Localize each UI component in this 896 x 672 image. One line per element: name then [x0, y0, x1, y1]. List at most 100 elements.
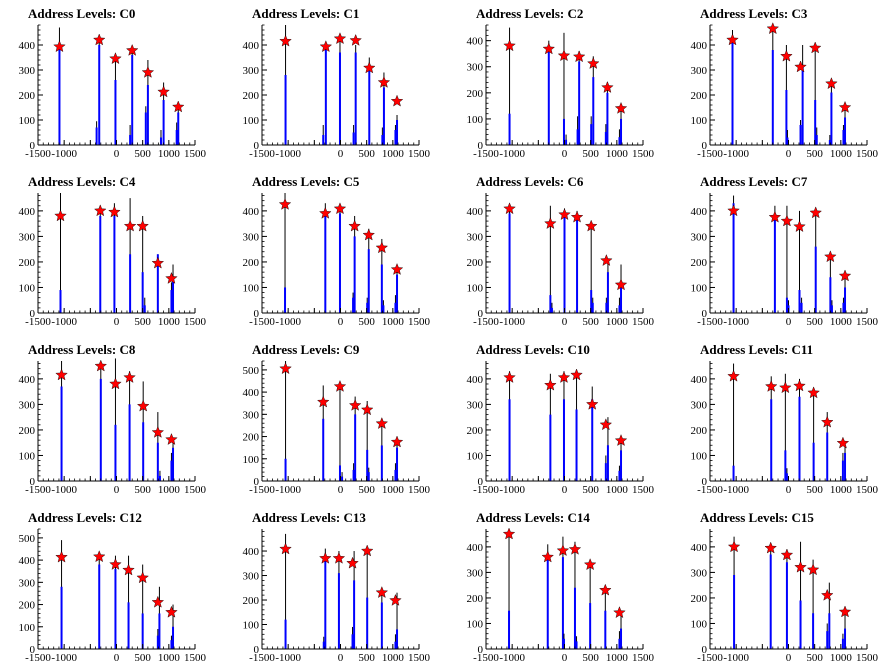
y-tick-label: 300 — [243, 409, 260, 421]
x-tick-label: 0 — [338, 652, 344, 664]
chart-panel: Address Levels: C3 0 100 200 300 400 -1500 -100… — [672, 0, 896, 168]
y-tick-label: 400 — [243, 40, 260, 52]
x-tick-label: -1000 — [275, 484, 301, 496]
chart-panel: Address Levels: C8 0 100 200 300 400 -1500 -100… — [0, 336, 224, 504]
chart-svg: 0 100 200 300 400 -1500 -1000 0 500 1000 1500 — [691, 193, 879, 328]
x-tick-label: 1000 — [830, 148, 853, 160]
star-marker — [360, 544, 374, 557]
y-tick-label: 300 — [19, 399, 36, 411]
chart-svg: 0 100 200 300 400 -1500 -1000 0 500 1000 1500 — [19, 193, 207, 328]
y-tick-label: 200 — [19, 425, 36, 437]
star-marker — [363, 61, 376, 74]
star-marker — [503, 39, 516, 52]
x-tick-label: 1500 — [632, 484, 655, 496]
x-tick-label: -1000 — [51, 316, 77, 328]
x-tick-label: 0 — [338, 316, 344, 328]
y-tick-label: 400 — [691, 542, 708, 554]
y-tick-label: 200 — [691, 257, 708, 269]
x-tick-label: -1500 — [697, 652, 723, 664]
x-tick-label: 1500 — [408, 316, 431, 328]
chart-svg: 0 100 200 300 400 -1500 -1000 0 500 1000 1500 — [467, 193, 655, 328]
star-marker — [319, 206, 332, 219]
star-marker — [123, 371, 136, 383]
star-marker — [820, 415, 834, 428]
chart-panel: Address Levels: C11 0 100 200 300 400 -1500 -10… — [672, 336, 896, 504]
y-tick-label: 400 — [243, 546, 260, 558]
y-tick-label: 100 — [19, 450, 36, 462]
star-marker — [584, 219, 598, 232]
star-marker — [586, 397, 599, 410]
x-tick-label: -1000 — [499, 652, 525, 664]
star-marker — [389, 593, 402, 606]
y-tick-label: 300 — [243, 231, 260, 243]
x-tick-label: -1000 — [723, 652, 749, 664]
x-tick-label: 0 — [114, 484, 120, 496]
star-marker — [55, 368, 68, 381]
x-tick-label: 0 — [562, 316, 568, 328]
chart-svg: 0 100 200 300 400 -1500 -1000 0 500 1000 1500 — [467, 24, 655, 160]
y-tick-label: 400 — [243, 387, 260, 399]
star-marker — [279, 34, 292, 47]
chart-svg: 0 100 200 300 400 -1500 -1000 0 500 1000 1500 — [467, 527, 655, 664]
star-marker — [766, 22, 780, 35]
star-marker — [92, 550, 106, 563]
x-tick-label: 500 — [582, 652, 599, 664]
y-tick-label: 0 — [254, 644, 260, 656]
chart-title: Address Levels: C5 — [252, 174, 360, 189]
x-tick-label: 1000 — [382, 148, 405, 160]
chart-svg: 0 100 200 300 400 -1500 -1000 0 500 1000 1500 — [243, 24, 431, 160]
x-tick-label: 1500 — [184, 148, 207, 160]
star-marker — [332, 551, 346, 564]
x-tick-label: -1500 — [697, 484, 723, 496]
star-marker — [808, 41, 822, 54]
x-tick-label: -1500 — [249, 652, 275, 664]
star-marker — [601, 81, 614, 93]
star-marker — [375, 417, 389, 429]
star-marker — [136, 219, 149, 232]
y-tick-label: 300 — [691, 399, 708, 411]
star-marker — [768, 210, 782, 223]
chart-svg: 0 100 200 300 400 -1500 -1000 0 500 1000 1500 — [467, 361, 655, 496]
chart-svg: 0 100 200 300 400 -1500 -1000 0 500 1000 1500 — [243, 193, 431, 328]
x-tick-label: 500 — [134, 652, 151, 664]
y-tick-label: 200 — [691, 593, 708, 605]
x-tick-label: 1000 — [830, 652, 853, 664]
star-marker — [570, 210, 584, 223]
x-tick-label: 500 — [358, 148, 375, 160]
y-tick-label: 0 — [30, 308, 36, 320]
star-marker — [824, 250, 837, 263]
star-marker — [108, 205, 121, 218]
y-tick-label: 0 — [478, 644, 484, 656]
x-tick-label: 1500 — [184, 652, 207, 664]
x-tick-label: 500 — [806, 316, 823, 328]
y-tick-label: 100 — [243, 620, 260, 632]
chart-title: Address Levels: C14 — [476, 510, 590, 525]
chart-panel: Address Levels: C0 0 100 200 300 400 -1500 -100… — [0, 0, 224, 168]
x-tick-label: -1500 — [249, 148, 275, 160]
star-marker — [836, 436, 850, 449]
x-tick-label: 1000 — [606, 316, 629, 328]
x-tick-label: 1500 — [632, 148, 655, 160]
chart-panel: Address Levels: C9 0 100 200 300 400 500 -1500-… — [224, 336, 448, 504]
y-tick-label: 400 — [691, 206, 708, 218]
star-marker — [316, 395, 330, 408]
chart-panel: Address Levels: C5 0 100 200 300 400 -1500 -100… — [224, 168, 448, 336]
y-tick-label: 0 — [478, 476, 484, 488]
y-tick-label: 400 — [19, 206, 36, 218]
y-tick-label: 200 — [19, 600, 36, 612]
y-tick-label: 400 — [691, 374, 708, 386]
y-tick-label: 0 — [254, 308, 260, 320]
chart-title: Address Levels: C6 — [476, 174, 584, 189]
star-marker — [780, 548, 794, 561]
star-marker — [172, 100, 185, 113]
x-tick-label: -1500 — [25, 652, 51, 664]
chart-svg: 0 100 200 300 400 -1500 -1000 0 500 1000 1500 — [691, 529, 879, 664]
star-marker — [333, 32, 347, 45]
y-tick-label: 400 — [467, 374, 484, 386]
star-marker — [136, 571, 149, 584]
star-marker — [557, 371, 571, 383]
x-tick-label: 500 — [806, 484, 823, 496]
chart-panel: Address Levels: C12 0 100 200 300 400 500 -1500… — [0, 504, 224, 672]
star-marker — [727, 204, 740, 217]
y-tick-label: 100 — [467, 450, 484, 462]
